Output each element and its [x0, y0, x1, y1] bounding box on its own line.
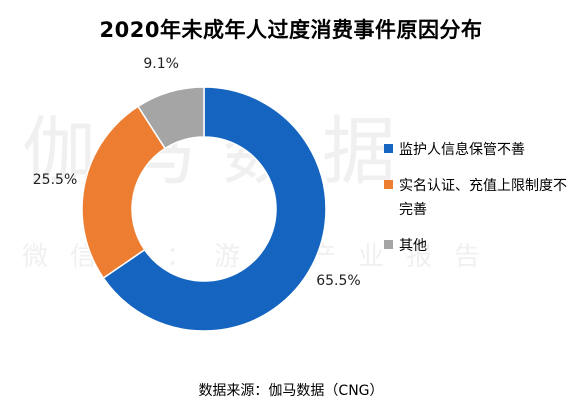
legend-swatch-realname [384, 180, 393, 189]
slice-guardian [102, 86, 327, 332]
label-other-pct: 9.1% [143, 56, 179, 72]
legend-label-realname: 实名认证、充值上限制度不完善 [399, 178, 567, 218]
label-guardian-pct: 65.5% [316, 273, 360, 289]
label-realname-pct: 25.5% [33, 172, 77, 188]
slice-other [137, 86, 205, 150]
legend-swatch-guardian [384, 144, 393, 153]
legend-item-realname: 实名认证、充值上限制度不完善 [384, 174, 580, 222]
legend-label-other: 其他 [399, 238, 427, 254]
legend-swatch-other [384, 240, 393, 249]
chart-title: 2020年未成年人过度消费事件原因分布 [99, 18, 483, 42]
legend-item-other: 其他 [384, 234, 580, 258]
slice-realname [81, 105, 167, 280]
legend-item-guardian: 监护人信息保管不善 [384, 138, 580, 162]
data-source: 数据来源：伽马数据（CNG） [198, 383, 384, 399]
legend: 监护人信息保管不善 实名认证、充值上限制度不完善 其他 [384, 138, 580, 270]
legend-label-guardian: 监护人信息保管不善 [399, 142, 525, 158]
